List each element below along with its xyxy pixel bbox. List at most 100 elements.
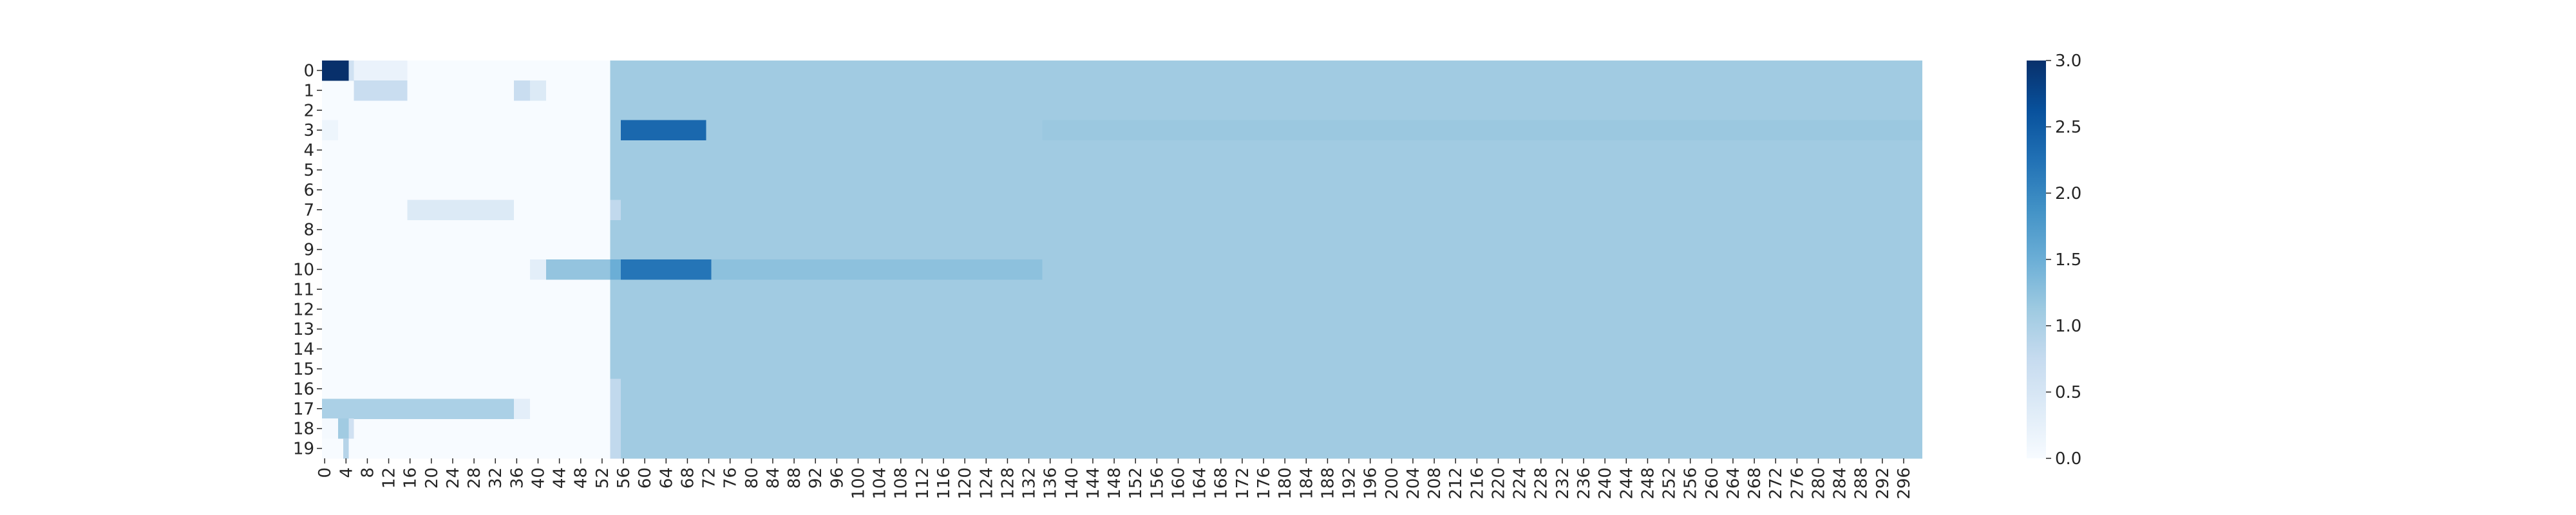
y-tick-label: 4 [303,141,314,160]
x-tick-label: 8 [358,467,377,478]
heatmap-cell [322,319,611,340]
y-tick-label: 16 [293,380,314,399]
heatmap-cell [610,200,621,220]
x-tick-label: 80 [743,467,762,489]
colorbar-tick-label: 2.0 [2055,184,2081,203]
heatmap-cell [322,120,611,141]
heatmap-cell [354,61,408,81]
x-tick-label: 292 [1873,467,1893,500]
x-tick-label: 164 [1191,467,1210,500]
x-tick-label: 280 [1809,467,1828,500]
heatmap-cell [354,80,408,101]
x-tick-label: 4 [337,467,356,478]
x-tick-label: 296 [1895,467,1914,500]
heatmap-cell [530,80,546,101]
x-tick-label: 244 [1617,467,1636,500]
heatmap-cell [610,398,621,419]
x-tick-label: 216 [1468,467,1487,500]
heatmap-cell [322,359,611,379]
heatmap-cell [322,339,611,360]
x-tick-label: 276 [1788,467,1807,500]
heatmap-cell [610,319,1922,340]
x-tick-label: 120 [956,467,975,500]
x-tick-label: 268 [1745,467,1765,500]
y-tick-label: 19 [293,440,314,459]
heatmap-cell [610,259,621,280]
x-tick-label: 100 [849,467,868,500]
x-tick-label: 48 [572,467,591,489]
heatmap-cell [545,259,611,280]
heatmap-cell [343,438,349,459]
x-tick-label: 204 [1404,467,1423,500]
y-tick-label: 1 [303,81,314,100]
heatmap-cell [610,160,1922,180]
x-tick-label: 188 [1318,467,1338,500]
x-tick-label: 140 [1063,467,1082,500]
x-tick-label: 272 [1766,467,1786,500]
x-tick-label: 32 [486,467,506,489]
y-tick-label: 14 [293,340,314,359]
heatmap-cell [337,418,349,439]
y-tick-label: 9 [303,241,314,260]
x-tick-label: 180 [1276,467,1295,500]
heatmap-cell [322,379,611,399]
heatmap-cell [530,259,546,280]
heatmap-cell [322,239,611,260]
x-tick-label: 220 [1489,467,1508,500]
x-tick-label: 84 [764,467,783,489]
heatmap-cell [610,279,1922,300]
x-tick-label: 116 [934,467,954,500]
x-tick-label: 172 [1233,467,1253,500]
x-tick-label: 24 [444,467,463,489]
heatmap-cell [322,398,515,419]
x-tick-label: 96 [828,467,847,489]
heatmap-cell [322,418,338,439]
heatmap-cells [322,61,1922,459]
x-tick-label: 224 [1511,467,1530,500]
x-tick-label: 124 [977,467,996,500]
heatmap-cell [610,180,1922,200]
heatmap-cell [610,438,621,459]
colorbar-tick-label: 1.5 [2055,250,2081,270]
heatmap-cell [322,438,611,459]
y-tick-label: 10 [293,260,314,279]
x-tick-label: 88 [785,467,804,489]
x-tick-label: 252 [1660,467,1680,500]
x-tick-label: 52 [593,467,612,489]
x-tick-label: 128 [998,467,1018,500]
x-tick-label: 152 [1126,467,1146,500]
heatmap-cell [610,438,1922,459]
y-tick-label: 6 [303,181,314,200]
heatmap-cell [514,398,531,419]
y-tick-label: 15 [293,360,314,379]
y-tick-label: 12 [293,300,314,319]
y-tick-label: 7 [303,201,314,220]
x-tick-label: 136 [1041,467,1061,500]
y-tick-label: 13 [293,320,314,339]
x-tick-label: 28 [465,467,484,489]
x-tick-label: 92 [806,467,826,489]
x-tick-label: 256 [1681,467,1701,500]
heatmap-cell [322,160,611,180]
colorbar-tick-label: 1.0 [2055,317,2081,336]
heatmap-cell [610,80,1922,101]
heatmap-cell [322,140,611,161]
x-tick-label: 232 [1553,467,1573,500]
x-tick-label: 60 [636,467,655,489]
x-tick-label: 72 [700,467,719,489]
heatmap-cell [322,61,349,81]
x-tick-label: 160 [1169,467,1188,500]
heatmap-cell [610,398,1922,419]
heatmap-cell [620,120,706,141]
y-tick-label: 5 [303,161,314,180]
colorbar-tick-label: 3.0 [2055,52,2081,71]
x-tick-label: 260 [1703,467,1722,500]
y-tick-label: 3 [303,121,314,140]
heatmap-cell [322,418,611,439]
heatmap-cell [514,80,531,101]
heatmap-cell [610,299,1922,320]
heatmap-cell [348,418,354,439]
heatmap-cell [610,418,621,439]
x-tick-label: 12 [380,467,399,489]
heatmap-cell [610,379,621,399]
